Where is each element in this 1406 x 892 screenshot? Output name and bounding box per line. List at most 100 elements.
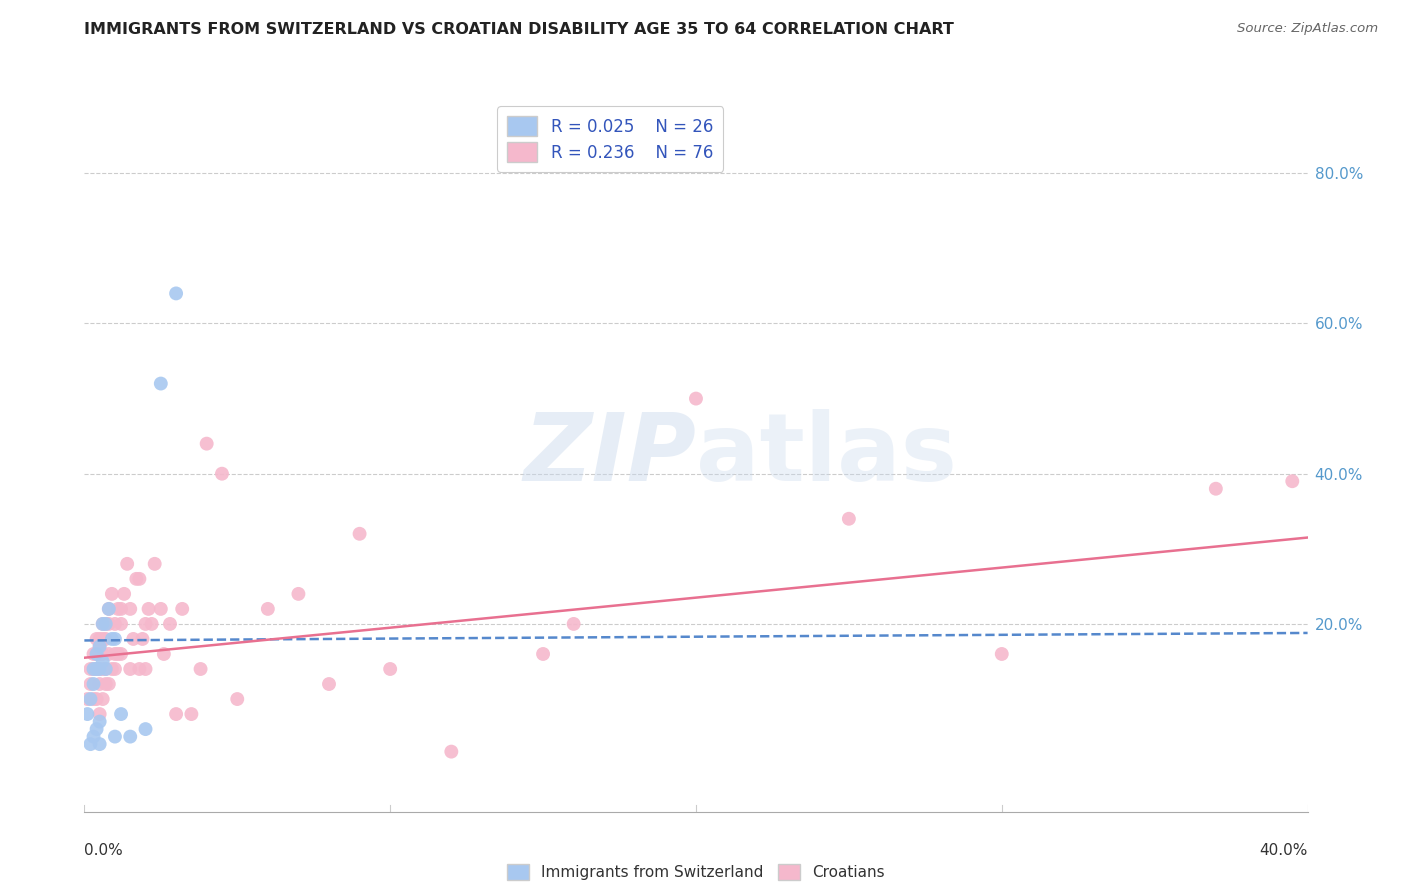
Point: [838, 512, 860, 526]
Point: [97, 677, 120, 691]
Point: [79, 662, 101, 676]
Point: [104, 616, 127, 631]
Point: [149, 602, 172, 616]
Text: 0.0%: 0.0%: [84, 843, 124, 858]
Point: [83, 647, 105, 661]
Point: [89, 640, 111, 654]
Point: [89, 640, 111, 654]
Point: [165, 707, 187, 722]
Point: [135, 722, 157, 736]
Point: [125, 572, 148, 586]
Point: [86, 632, 108, 646]
Point: [83, 730, 105, 744]
Point: [94, 662, 117, 676]
Point: [83, 692, 105, 706]
Point: [91, 632, 114, 646]
Legend: Immigrants from Switzerland, Croatians: Immigrants from Switzerland, Croatians: [501, 858, 891, 886]
Text: 40.0%: 40.0%: [1260, 843, 1308, 858]
Point: [107, 647, 129, 661]
Point: [153, 647, 176, 661]
Point: [120, 730, 142, 744]
Point: [94, 616, 117, 631]
Point: [991, 647, 1014, 661]
Point: [97, 602, 120, 616]
Point: [79, 737, 101, 751]
Text: IMMIGRANTS FROM SWITZERLAND VS CROATIAN DISABILITY AGE 35 TO 64 CORRELATION CHAR: IMMIGRANTS FROM SWITZERLAND VS CROATIAN …: [84, 22, 955, 37]
Point: [1205, 482, 1227, 496]
Point: [349, 526, 371, 541]
Point: [172, 602, 194, 616]
Point: [104, 730, 127, 744]
Point: [165, 286, 187, 301]
Point: [115, 557, 138, 571]
Point: [128, 572, 150, 586]
Point: [94, 616, 117, 631]
Point: [149, 376, 172, 391]
Point: [120, 662, 142, 676]
Point: [89, 647, 111, 661]
Point: [91, 655, 114, 669]
Point: [83, 662, 105, 676]
Point: [287, 587, 309, 601]
Point: [86, 647, 108, 661]
Point: [180, 707, 202, 722]
Point: [86, 662, 108, 676]
Point: [159, 616, 181, 631]
Point: [91, 662, 114, 676]
Point: [79, 677, 101, 691]
Point: [138, 602, 160, 616]
Point: [110, 707, 132, 722]
Point: [97, 647, 120, 661]
Point: [91, 692, 114, 706]
Point: [120, 602, 142, 616]
Point: [380, 662, 402, 676]
Point: [83, 662, 105, 676]
Point: [1281, 474, 1303, 488]
Point: [94, 662, 117, 676]
Point: [94, 632, 117, 646]
Point: [76, 692, 98, 706]
Point: [195, 436, 218, 450]
Point: [226, 692, 249, 706]
Point: [110, 602, 132, 616]
Point: [89, 662, 111, 676]
Text: ZIP: ZIP: [523, 409, 696, 501]
Point: [91, 616, 114, 631]
Point: [83, 677, 105, 691]
Point: [89, 714, 111, 729]
Point: [101, 587, 124, 601]
Point: [110, 616, 132, 631]
Point: [76, 707, 98, 722]
Point: [91, 647, 114, 661]
Point: [128, 662, 150, 676]
Point: [97, 616, 120, 631]
Point: [135, 616, 157, 631]
Point: [112, 587, 135, 601]
Point: [104, 647, 127, 661]
Point: [101, 632, 124, 646]
Point: [685, 392, 707, 406]
Point: [122, 632, 145, 646]
Point: [141, 616, 163, 631]
Point: [440, 745, 463, 759]
Point: [86, 647, 108, 661]
Point: [190, 662, 212, 676]
Point: [86, 722, 108, 736]
Point: [104, 662, 127, 676]
Point: [107, 602, 129, 616]
Point: [318, 677, 340, 691]
Point: [86, 692, 108, 706]
Point: [89, 707, 111, 722]
Point: [91, 616, 114, 631]
Point: [110, 647, 132, 661]
Point: [135, 662, 157, 676]
Point: [104, 632, 127, 646]
Point: [89, 737, 111, 751]
Point: [257, 602, 280, 616]
Point: [101, 662, 124, 676]
Point: [86, 662, 108, 676]
Point: [97, 602, 120, 616]
Point: [562, 616, 585, 631]
Point: [211, 467, 233, 481]
Point: [143, 557, 166, 571]
